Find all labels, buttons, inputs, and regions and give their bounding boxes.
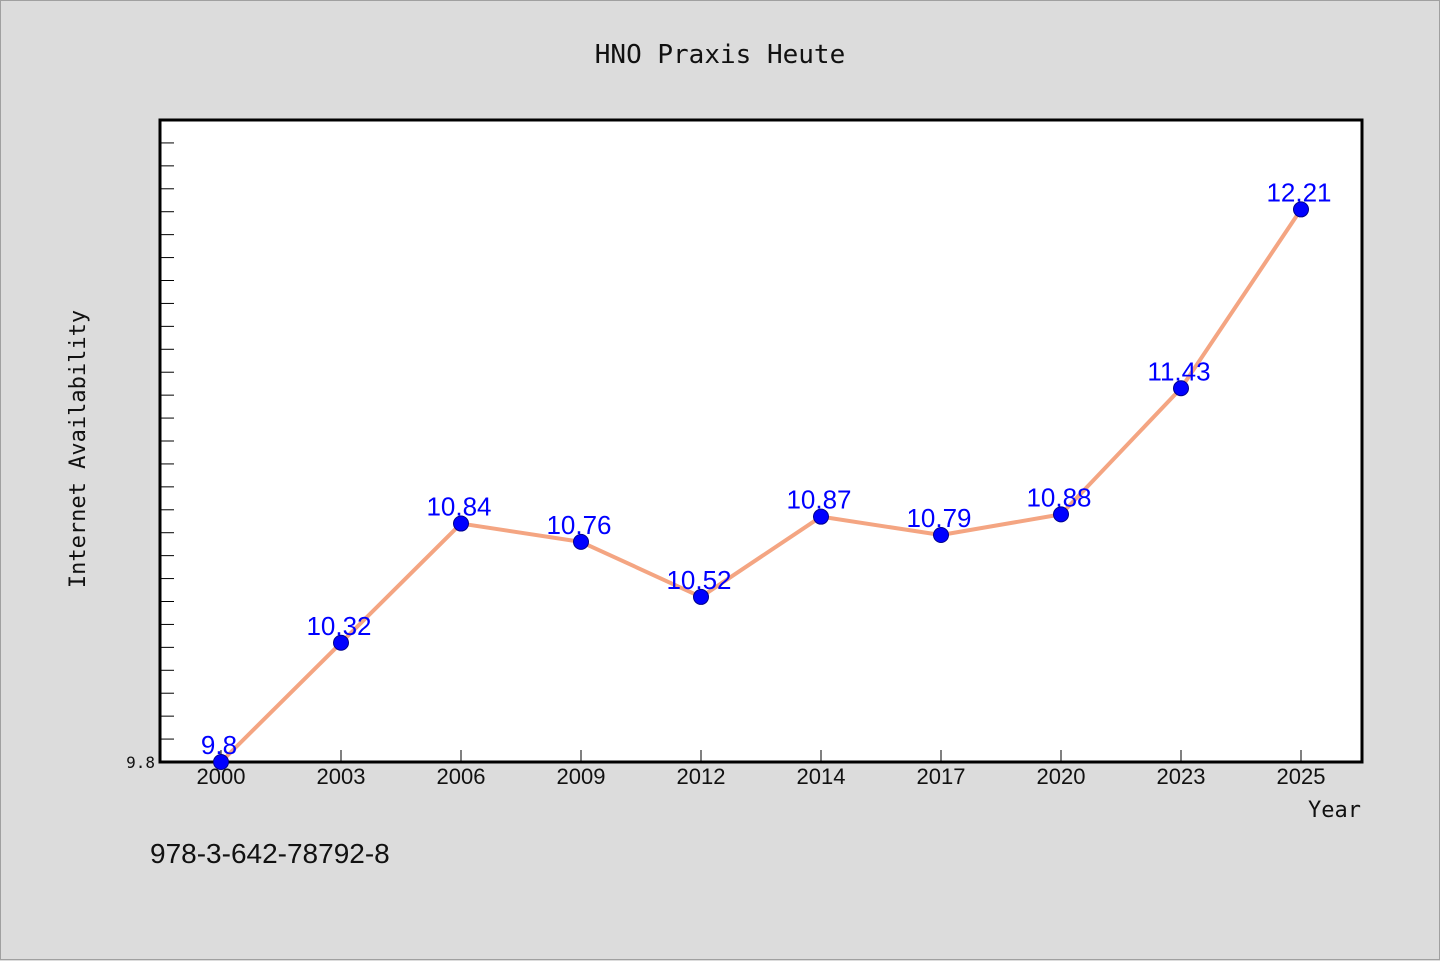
- data-point: [573, 533, 589, 550]
- data-label: 10.88: [1026, 482, 1091, 512]
- data-point: [213, 754, 229, 770]
- data-label-layer: 9.8 10.32 10.84 10.76 10.52 10.87 10.79 10.88 11…: [201, 177, 1332, 760]
- y-axis-ticks: 9.8: [126, 142, 174, 772]
- data-label: 10.84: [426, 492, 491, 522]
- data-label: 10.52: [666, 565, 731, 595]
- x-tick-label: 2025: [1277, 764, 1326, 789]
- data-label: 9.8: [201, 730, 237, 760]
- x-tick-label: 2009: [557, 764, 606, 789]
- x-tick-label: 2012: [677, 764, 726, 789]
- data-point: [693, 588, 709, 605]
- data-point: [1053, 506, 1069, 523]
- series-layer: [213, 201, 1309, 770]
- data-label: 11.43: [1147, 356, 1210, 386]
- data-point: [933, 527, 949, 544]
- data-label: 10.76: [546, 510, 611, 540]
- x-tick-label: 2023: [1157, 764, 1206, 789]
- data-label: 12.21: [1266, 177, 1331, 207]
- x-axis-ticks: 2000 2003 2006 2009 2012 2014 2017 2020 2023 2025: [197, 750, 1326, 789]
- x-tick-label: 2017: [917, 764, 966, 789]
- data-point: [813, 508, 829, 525]
- series-line: [219, 208, 1303, 764]
- data-point: [453, 515, 469, 532]
- data-point: [333, 634, 349, 651]
- plot-area: [158, 118, 1364, 764]
- chart-title: HNO Praxis Heute: [595, 40, 845, 70]
- y-axis-label: Internet Availability: [66, 310, 91, 588]
- footnote-id: 978-3-642-78792-8: [150, 838, 390, 869]
- x-axis-label: Year: [1308, 798, 1361, 823]
- x-tick-label: 2020: [1037, 764, 1086, 789]
- data-label: 10.32: [306, 611, 371, 641]
- x-tick-label: 2006: [437, 764, 486, 789]
- y-tick-label: 9.8: [126, 753, 155, 772]
- x-tick-label: 2014: [797, 764, 846, 789]
- data-point: [1293, 201, 1309, 218]
- x-tick-label: 2003: [317, 764, 366, 789]
- data-point: [1173, 380, 1189, 397]
- data-label: 10.79: [906, 503, 971, 533]
- data-label: 10.87: [786, 485, 851, 515]
